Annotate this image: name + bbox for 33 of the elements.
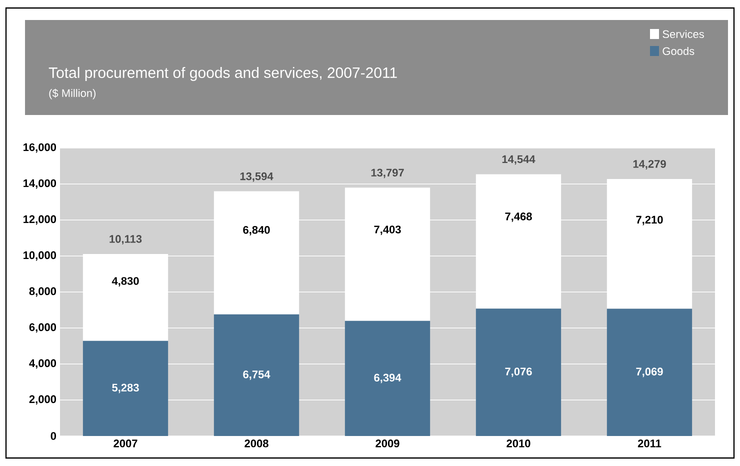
y-tick-label: 2,000 [29, 395, 56, 405]
data-label: 4,830 [112, 277, 139, 286]
y-tick-label: 8,000 [29, 287, 56, 297]
total-label: 14,544 [502, 155, 536, 165]
total-label: 13,594 [240, 172, 274, 182]
legend-label: Services [662, 30, 704, 38]
data-label: 7,076 [505, 368, 532, 377]
total-label: 10,113 [110, 235, 142, 244]
chart-subtitle: ($ Million) [49, 88, 96, 100]
y-tick-label: 14,000 [24, 179, 56, 189]
total-label: 13,797 [371, 168, 404, 178]
data-label: 6,394 [374, 374, 402, 384]
x-tick-label: 2009 [376, 440, 400, 448]
y-tick-label: 10,000 [24, 251, 56, 261]
data-label: 6,840 [243, 226, 270, 236]
data-label: 5,283 [112, 384, 139, 394]
chart-title: Total procurement of goods and services, 2007-2011 [48, 67, 397, 81]
data-label: 6,754 [243, 370, 270, 380]
data-label: 7,403 [374, 226, 401, 235]
y-tick-label: 0 [50, 432, 56, 440]
x-tick-label: 2007 [114, 440, 138, 448]
data-label: 7,468 [505, 212, 532, 222]
y-tick-label: 12,000 [24, 215, 56, 225]
data-label: 7,210 [636, 216, 663, 226]
y-tick-label: 6,000 [29, 323, 56, 333]
y-tick-label: 4,000 [29, 359, 56, 369]
data-label: 7,069 [636, 368, 663, 378]
legend-label: Goods [662, 46, 694, 56]
x-tick-label: 2010 [506, 440, 530, 448]
total-label: 14,279 [633, 160, 666, 170]
y-tick-label: 16,000 [24, 143, 56, 153]
x-tick-label: 2008 [244, 440, 268, 448]
x-tick-label: 2011 [638, 440, 662, 448]
